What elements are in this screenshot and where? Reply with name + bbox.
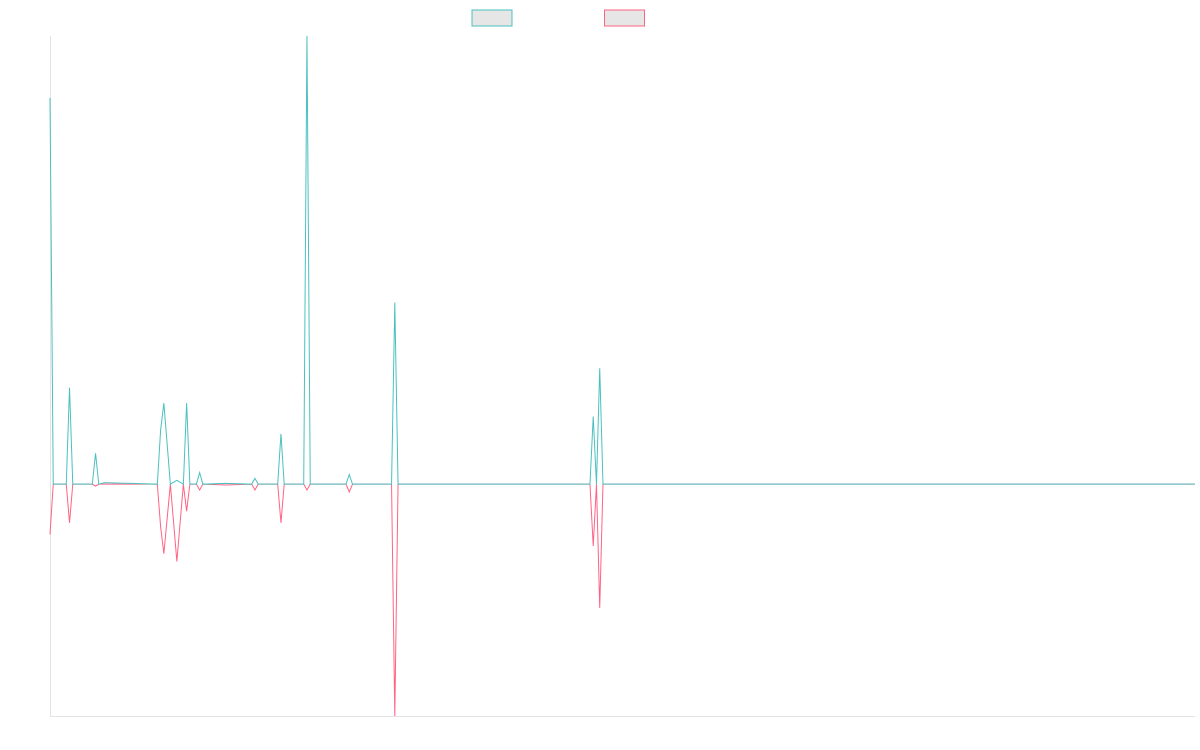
series-a — [49, 35, 1195, 486]
series-a-line — [49, 35, 1195, 486]
plot-area — [49, 35, 1195, 717]
series-b — [49, 483, 1195, 717]
legend-swatch-series-b[interactable] — [604, 9, 645, 27]
legend — [471, 9, 645, 27]
legend-swatch-series-a[interactable] — [471, 9, 513, 27]
axes — [50, 36, 1195, 717]
series-b-line — [49, 483, 1195, 717]
